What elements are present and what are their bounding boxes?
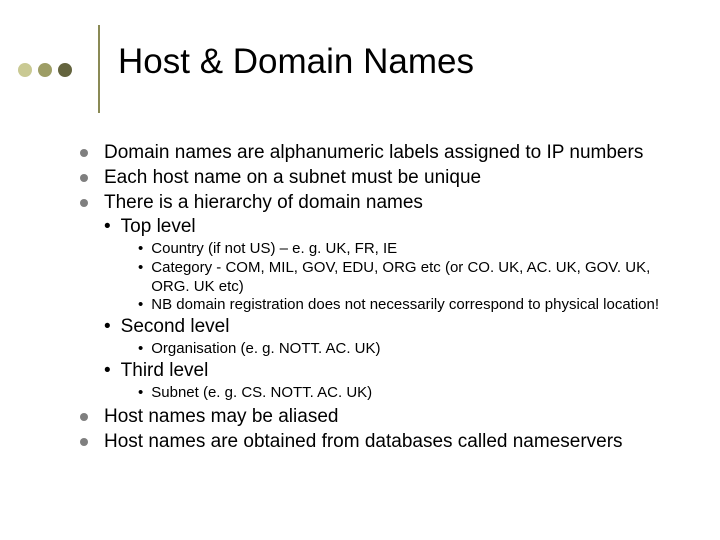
bullet-mark: •	[104, 216, 111, 239]
bullet-icon	[80, 149, 88, 157]
bullet-icon	[80, 413, 88, 421]
subsub-bullet-item: • Country (if not US) – e. g. UK, FR, IE	[138, 240, 692, 259]
subsub-bullet-item: • Subnet (e. g. CS. NOTT. AC. UK)	[138, 384, 692, 403]
dot-3	[58, 63, 72, 77]
vertical-rule	[98, 25, 100, 113]
subsub-bullet-text: Subnet (e. g. CS. NOTT. AC. UK)	[151, 384, 372, 403]
bullet-mark: •	[104, 316, 111, 339]
bullet-item: Each host name on a subnet must be uniqu…	[80, 167, 692, 190]
bullet-icon	[80, 438, 88, 446]
subsub-bullet-item: • Organisation (e. g. NOTT. AC. UK)	[138, 340, 692, 359]
bullet-text: Each host name on a subnet must be uniqu…	[104, 167, 481, 190]
slide-title: Host & Domain Names	[118, 42, 474, 82]
sub-bullet-text: Third level	[121, 360, 209, 383]
bullet-mark: •	[138, 296, 143, 315]
bullet-mark: •	[138, 259, 143, 278]
slide-body: Domain names are alphanumeric labels ass…	[80, 142, 692, 456]
bullet-item: Host names may be aliased	[80, 406, 692, 429]
bullet-text: Host names are obtained from databases c…	[104, 431, 623, 454]
subsub-bullet-text: Category - COM, MIL, GOV, EDU, ORG etc (…	[151, 259, 692, 297]
dot-2	[38, 63, 52, 77]
bullet-mark: •	[138, 240, 143, 259]
bullet-text: There is a hierarchy of domain names	[104, 192, 423, 215]
bullet-text: Host names may be aliased	[104, 406, 338, 429]
sub-bullet-item: • Second level	[104, 316, 692, 339]
bullet-mark: •	[138, 384, 143, 403]
subsub-bullet-item: • NB domain registration does not necess…	[138, 296, 692, 315]
subsub-bullet-text: Organisation (e. g. NOTT. AC. UK)	[151, 340, 380, 359]
bullet-icon	[80, 199, 88, 207]
bullet-text: Domain names are alphanumeric labels ass…	[104, 142, 643, 165]
dot-1	[18, 63, 32, 77]
header-dots	[18, 63, 72, 77]
subsub-bullet-text: Country (if not US) – e. g. UK, FR, IE	[151, 240, 397, 259]
bullet-icon	[80, 174, 88, 182]
bullet-mark: •	[138, 340, 143, 359]
bullet-item: There is a hierarchy of domain names	[80, 192, 692, 215]
sub-bullet-item: • Third level	[104, 360, 692, 383]
subsub-bullet-text: NB domain registration does not necessar…	[151, 296, 659, 315]
sub-bullet-text: Top level	[121, 216, 196, 239]
subsub-bullet-item: • Category - COM, MIL, GOV, EDU, ORG etc…	[138, 259, 692, 297]
bullet-mark: •	[104, 360, 111, 383]
sub-bullet-text: Second level	[121, 316, 230, 339]
bullet-item: Domain names are alphanumeric labels ass…	[80, 142, 692, 165]
bullet-item: Host names are obtained from databases c…	[80, 431, 692, 454]
header-decoration	[0, 25, 72, 77]
sub-bullet-item: • Top level	[104, 216, 692, 239]
